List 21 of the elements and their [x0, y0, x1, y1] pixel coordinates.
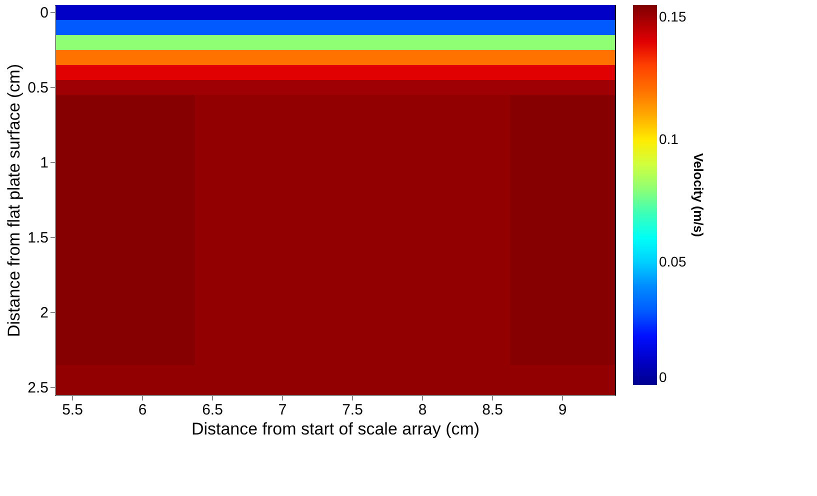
y-tick-label: 2 — [40, 304, 48, 322]
color-bar-label: 0.05 — [659, 253, 686, 270]
y-tick-label: 0 — [40, 4, 48, 22]
x-axis-title: Distance from start of scale array (cm) — [191, 420, 480, 438]
x-tick-label: 6 — [138, 402, 147, 418]
x-tick-label: 6.5 — [202, 402, 223, 418]
x-tick-label: 7.5 — [342, 402, 363, 418]
color-bar-label: 0.15 — [659, 8, 686, 24]
x-tick-label: 8 — [418, 402, 427, 418]
color-bar-label: 0 — [659, 369, 667, 385]
x-tick-label: 8.5 — [482, 402, 503, 418]
y-tick-label: 0.5 — [28, 80, 48, 96]
x-tick-label: 9 — [558, 402, 567, 418]
x-tick-label: 7 — [278, 402, 287, 418]
color-bar-title: Velocity (m/s) — [691, 153, 706, 237]
color-bar-label: 0.1 — [659, 130, 679, 147]
y-tick-label: 1 — [40, 154, 48, 172]
y-axis-title: Distance from flat plate surface (cm) — [4, 64, 24, 338]
x-tick-label: 5.5 — [62, 402, 83, 418]
y-tick-label: 1.5 — [28, 230, 48, 246]
y-tick-label: 2.5 — [28, 380, 48, 396]
